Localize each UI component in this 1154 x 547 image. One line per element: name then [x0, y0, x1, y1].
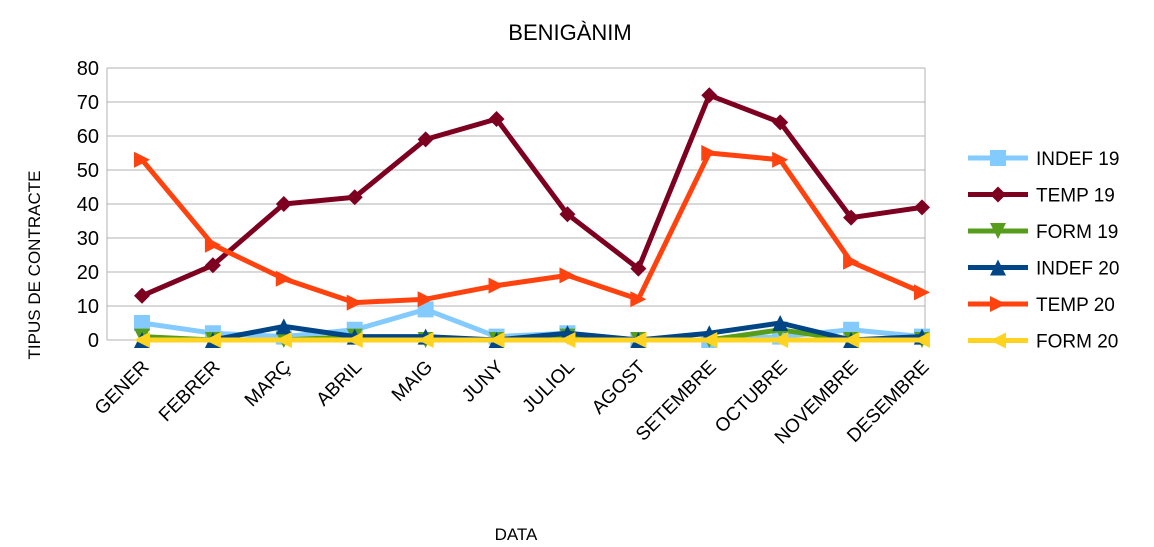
y-tick-label: 50: [77, 160, 99, 182]
marker: [417, 131, 434, 148]
x-tick-label: JULIOL: [519, 357, 579, 417]
y-tick-label: 80: [77, 58, 99, 80]
marker: [914, 199, 930, 216]
marker: [630, 291, 647, 308]
marker: [559, 332, 576, 348]
marker: [914, 332, 930, 348]
x-tick-label: AGOST: [588, 356, 650, 418]
series-line: [142, 320, 923, 343]
marker: [275, 196, 292, 212]
x-axis-label: DATA: [495, 525, 538, 544]
marker: [772, 151, 789, 168]
marker: [559, 267, 576, 284]
marker: [630, 332, 647, 348]
marker: [772, 332, 789, 348]
marker: [346, 294, 363, 311]
legend-label: TEMP 19: [1036, 186, 1115, 207]
marker: [417, 301, 434, 318]
x-tick-label: MARÇ: [241, 357, 295, 411]
marker: [488, 332, 505, 348]
marker: [990, 259, 1006, 276]
marker: [204, 236, 221, 253]
marker: [275, 318, 292, 335]
marker: [843, 332, 860, 348]
marker: [417, 332, 434, 348]
legend-label: INDEF 19: [1036, 149, 1119, 170]
marker: [417, 291, 434, 308]
marker: [134, 315, 150, 331]
x-tick-label: JUNY: [458, 356, 508, 406]
x-tick-label: MAIG: [388, 357, 437, 406]
y-axis-label: TIPUS DE CONTRACTE: [25, 171, 44, 360]
marker: [990, 150, 1006, 166]
marker: [346, 189, 363, 206]
marker: [701, 332, 718, 348]
y-tick-label: 70: [77, 92, 99, 114]
marker: [559, 206, 576, 223]
marker: [990, 186, 1006, 203]
marker: [134, 287, 150, 304]
y-tick-label: 60: [77, 126, 99, 148]
x-tick-label: GENER: [91, 357, 154, 420]
legend-label: TEMP 20: [1036, 295, 1115, 316]
marker: [204, 257, 221, 274]
marker: [204, 332, 221, 348]
marker: [701, 145, 718, 161]
y-tick-label: 30: [77, 228, 99, 250]
marker: [990, 332, 1006, 349]
marker: [914, 284, 930, 301]
marker: [630, 260, 647, 277]
marker: [990, 223, 1006, 239]
legend-label: FORM 20: [1036, 332, 1118, 353]
x-tick-label: ABRIL: [313, 357, 367, 411]
marker: [275, 332, 292, 348]
marker: [488, 277, 505, 294]
marker: [772, 114, 789, 131]
marker: [488, 111, 505, 127]
marker: [275, 270, 292, 287]
x-tick-label: FEBRER: [155, 357, 224, 426]
legend-label: FORM 19: [1036, 222, 1118, 243]
y-tick-label: 10: [77, 296, 99, 318]
marker: [772, 315, 789, 331]
y-tick-label: 20: [77, 262, 99, 284]
legend-label: INDEF 20: [1036, 259, 1119, 280]
marker: [134, 151, 150, 168]
y-tick-label: 40: [77, 194, 99, 216]
series-line: [140, 150, 923, 306]
series-line: [141, 92, 923, 299]
marker: [346, 332, 363, 348]
y-tick-label: 0: [88, 330, 99, 352]
marker: [701, 87, 718, 104]
marker: [843, 209, 860, 226]
marker: [134, 332, 150, 348]
chart-title: BENIGÀNIM: [508, 20, 631, 45]
marker: [990, 296, 1006, 312]
marker: [843, 253, 860, 270]
